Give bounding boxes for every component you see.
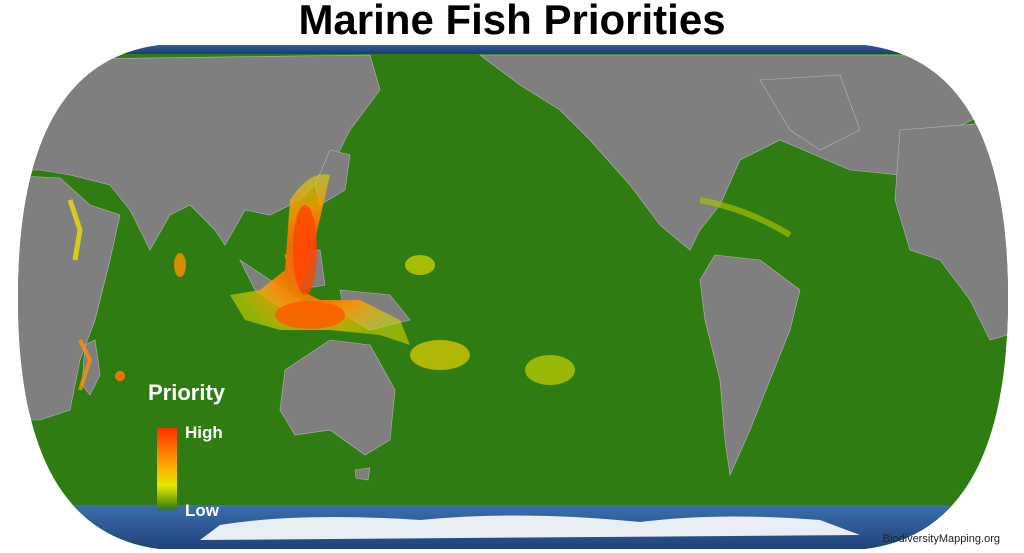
greenland	[759, 74, 861, 151]
south-america	[699, 254, 801, 477]
priority-hotspots	[67, 174, 792, 391]
legend: Priority High Low	[148, 380, 226, 520]
legend-gradient	[157, 428, 177, 510]
map-title: Marine Fish Priorities	[298, 0, 725, 43]
tasmania	[354, 467, 371, 481]
legend-high-label: High	[185, 423, 223, 442]
legend-low-label: Low	[185, 501, 220, 520]
arctic-band	[18, 45, 1008, 54]
legend-title: Priority	[148, 380, 226, 405]
world-map	[18, 45, 1008, 549]
australia	[279, 339, 396, 456]
antarctica	[200, 515, 860, 540]
credit: BiodiversityMapping.org	[883, 533, 1000, 545]
europe-africa-east	[894, 119, 1008, 341]
asia	[18, 54, 381, 251]
